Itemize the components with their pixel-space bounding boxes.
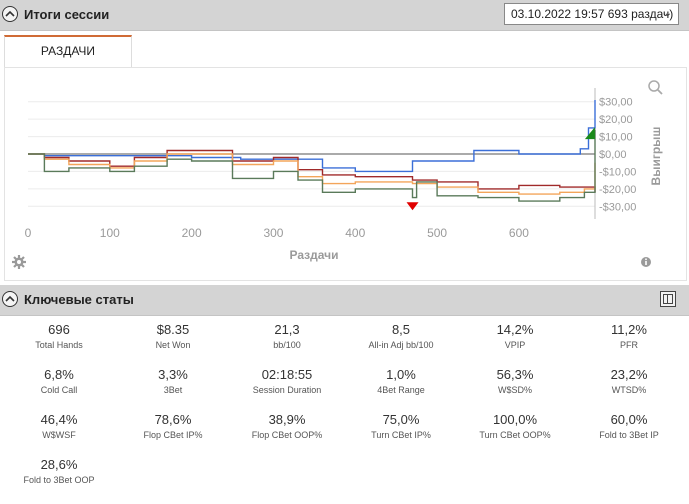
stat-label: Fold to 3Bet OOP	[23, 475, 95, 485]
stat-value: 6,8%	[44, 367, 74, 382]
stat-label: PFR	[620, 340, 638, 350]
stat-cell: $8.35 Net Won	[116, 322, 230, 350]
collapse-session-toggle-icon[interactable]	[2, 6, 18, 22]
tab-bar: РАЗДАЧИ	[0, 31, 689, 67]
y-tick-label: $0,00	[599, 149, 627, 161]
stat-value: 14,2%	[496, 322, 534, 337]
stat-label: All-in Adj bb/100	[368, 340, 434, 350]
stat-label: W$WSF	[42, 430, 76, 440]
stat-label: WTSD%	[611, 385, 647, 395]
key-stats-header: Ключевые статы	[0, 285, 689, 316]
stat-cell: 21,3 bb/100	[230, 322, 344, 350]
y-axis-label: Выигрыш	[649, 127, 663, 186]
stat-value: 75,0%	[382, 412, 420, 427]
stat-value: 56,3%	[496, 367, 534, 382]
stat-label: Turn CBet IP%	[371, 430, 431, 440]
x-axis-label: Раздачи	[290, 248, 339, 262]
stat-label: bb/100	[273, 340, 301, 350]
stat-value: 8,5	[391, 322, 411, 337]
session-summary-title: Итоги сессии	[24, 7, 110, 22]
stat-value: 78,6%	[154, 412, 192, 427]
stat-label: Net Won	[155, 340, 191, 350]
stat-value: 02:18:55	[261, 367, 313, 382]
y-tick-label: -$20,00	[599, 184, 636, 196]
stat-cell: 60,0% Fold to 3Bet IP	[572, 412, 686, 440]
x-tick-label: 300	[263, 226, 283, 240]
stat-cell: 3,3% 3Bet	[116, 367, 230, 395]
y-tick-label: -$10,00	[599, 166, 636, 178]
stat-value: 1,0%	[386, 367, 416, 382]
chevron-down-icon: ⌄	[663, 8, 672, 19]
stat-cell: 8,5 All-in Adj bb/100	[344, 322, 458, 350]
stat-label: 4Bet Range	[377, 385, 425, 395]
x-tick-label: 200	[182, 226, 202, 240]
stat-label: 3Bet	[163, 385, 183, 395]
session-summary-header: Итоги сессии 03.10.2022 19:57 693 раздач…	[0, 0, 689, 31]
stat-cell: 28,6% Fold to 3Bet OOP	[2, 457, 116, 485]
x-tick-label: 400	[345, 226, 365, 240]
session-winnings-chart: 0 100 200 300 400 500 600 $30,00 $20,00 $10,00 $0…	[12, 80, 663, 269]
stat-cell: 78,6% Flop CBet IP%	[116, 412, 230, 440]
x-tick-label: 100	[100, 226, 120, 240]
stat-value: 3,3%	[158, 367, 188, 382]
stat-label: W$SD%	[497, 385, 532, 395]
stat-label: Total Hands	[35, 340, 83, 350]
stat-cell: 23,2% WTSD%	[572, 367, 686, 395]
layout-toggle-icon[interactable]	[660, 291, 676, 307]
stat-label: Fold to 3Bet IP	[599, 430, 659, 440]
stat-value: 60,0%	[610, 412, 648, 427]
stat-value: 46,4%	[40, 412, 78, 427]
stat-cell: 38,9% Flop CBet OOP%	[230, 412, 344, 440]
max-marker	[584, 127, 595, 140]
stat-cell: 56,3% W$SD%	[458, 367, 572, 395]
info-icon[interactable]	[641, 257, 651, 267]
stat-value: 21,3	[274, 322, 300, 337]
stat-label: Cold Call	[40, 385, 78, 395]
gear-icon[interactable]	[12, 255, 26, 269]
stat-value: 100,0%	[492, 412, 538, 427]
stat-value: 23,2%	[610, 367, 648, 382]
session-selector-value: 03.10.2022 19:57 693 раздач)	[511, 7, 674, 21]
stat-cell: 696 Total Hands	[2, 322, 116, 350]
y-tick-label: $20,00	[599, 114, 633, 126]
series-line	[28, 129, 596, 202]
stat-cell: 6,8% Cold Call	[2, 367, 116, 395]
x-tick-label: 500	[427, 226, 447, 240]
stat-label: Flop CBet IP%	[143, 430, 203, 440]
stat-value: 11,2%	[611, 322, 647, 337]
stat-value: 696	[48, 322, 70, 337]
stat-cell: 14,2% VPIP	[458, 322, 572, 350]
collapse-stats-toggle-icon[interactable]	[2, 291, 18, 307]
tab-hands[interactable]: РАЗДАЧИ	[4, 35, 132, 67]
key-stats-title: Ключевые статы	[24, 292, 134, 307]
stat-cell: 75,0% Turn CBet IP%	[344, 412, 458, 440]
chart-panel: 0 100 200 300 400 500 600 $30,00 $20,00 $10,00 $0…	[4, 67, 687, 281]
stat-cell: 46,4% W$WSF	[2, 412, 116, 440]
min-marker	[406, 202, 419, 211]
stat-label: VPIP	[504, 340, 526, 350]
series-line	[28, 153, 596, 195]
zoom-icon[interactable]	[648, 80, 663, 95]
stat-cell: 11,2% PFR	[572, 322, 686, 350]
stat-cell: 100,0% Turn CBet OOP%	[458, 412, 572, 440]
y-tick-label: $30,00	[599, 97, 633, 109]
stat-label: Turn CBet OOP%	[479, 430, 551, 440]
stat-label: Session Duration	[252, 385, 322, 395]
stat-value: $8.35	[156, 322, 190, 337]
y-tick-label: $10,00	[599, 132, 633, 144]
stat-cell: 02:18:55 Session Duration	[230, 367, 344, 395]
session-selector[interactable]: 03.10.2022 19:57 693 раздач) ⌄	[504, 3, 679, 25]
series-line	[28, 100, 596, 173]
x-tick-label: 600	[509, 226, 529, 240]
x-tick-label: 0	[25, 226, 32, 240]
stat-value: 28,6%	[40, 457, 78, 472]
stat-cell: 1,0% 4Bet Range	[344, 367, 458, 395]
stat-label: Flop CBet OOP%	[251, 430, 323, 440]
stat-value: 38,9%	[268, 412, 306, 427]
y-tick-label: -$30,00	[599, 201, 636, 213]
